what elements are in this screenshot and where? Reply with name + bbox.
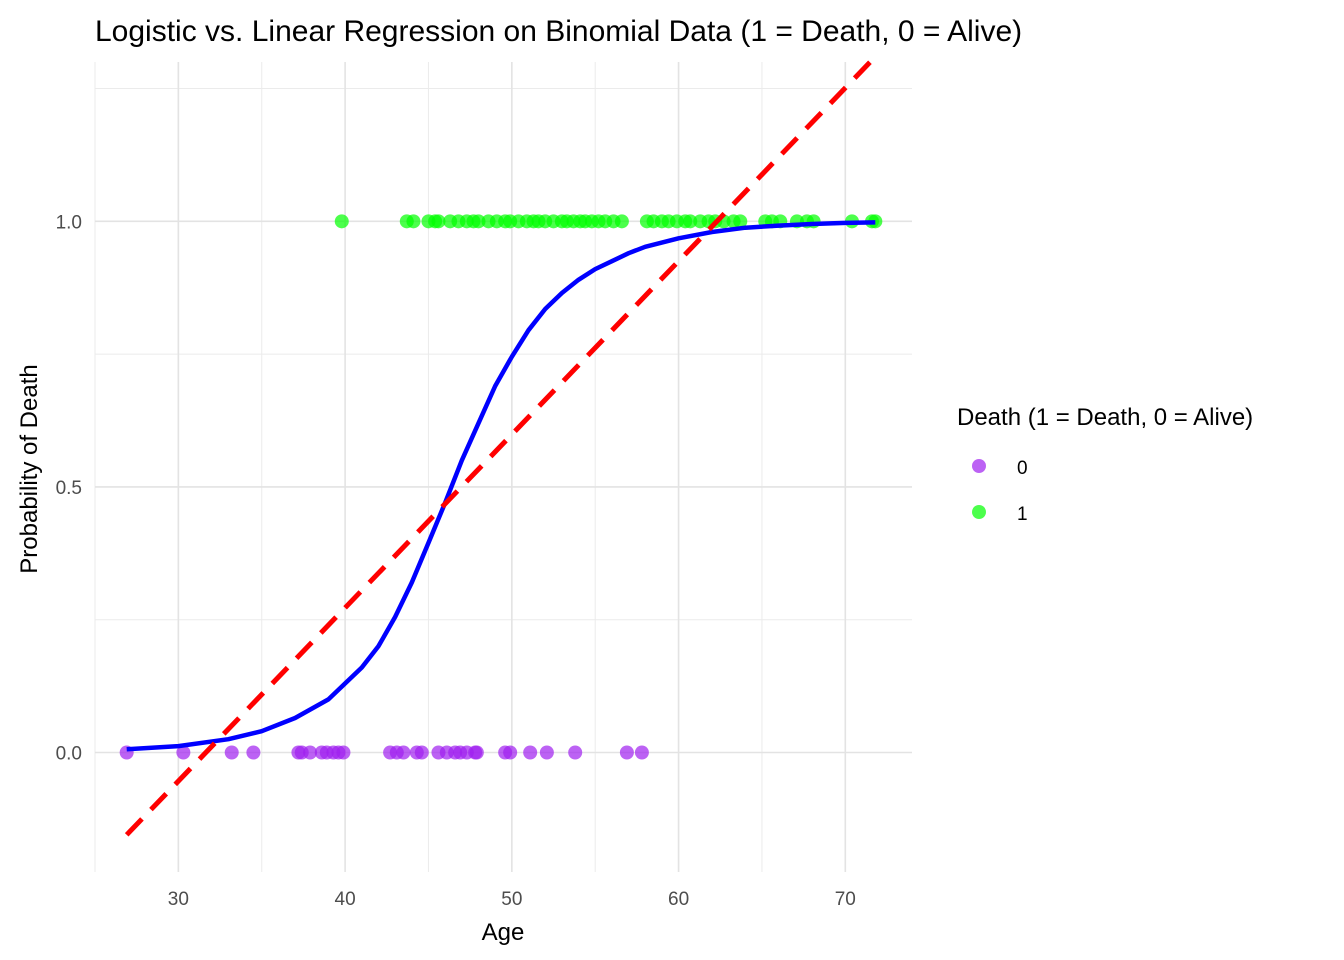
x-tick-label: 30 xyxy=(168,889,189,910)
legend-title: Death (1 = Death, 0 = Alive) xyxy=(957,404,1253,431)
data-point-1 xyxy=(868,214,883,229)
data-point-0 xyxy=(176,745,191,760)
x-tick-label: 50 xyxy=(501,889,522,910)
data-points xyxy=(119,214,883,760)
legend-label-0: 0 xyxy=(1017,458,1028,479)
data-point-0 xyxy=(503,745,518,760)
data-point-0 xyxy=(539,745,554,760)
data-point-1 xyxy=(614,214,629,229)
y-tick-label: 0.5 xyxy=(56,478,82,499)
x-tick-label: 60 xyxy=(668,889,689,910)
y-axis-title: Probability of Death xyxy=(16,364,43,573)
data-point-0 xyxy=(246,745,261,760)
y-tick-label: 0.0 xyxy=(56,743,82,764)
data-point-1 xyxy=(471,214,486,229)
y-axis-ticks: 0.0 0.5 1.0 xyxy=(56,212,82,764)
x-tick-label: 70 xyxy=(835,889,856,910)
data-point-1 xyxy=(406,214,421,229)
minor-gridlines xyxy=(94,62,912,872)
data-point-0 xyxy=(619,745,634,760)
x-axis-title: Age xyxy=(482,919,525,946)
data-point-0 xyxy=(396,745,411,760)
data-point-0 xyxy=(224,745,239,760)
data-point-1 xyxy=(683,214,698,229)
legend-key-0 xyxy=(972,459,986,473)
logistic-fit-line xyxy=(126,220,876,752)
data-point-1 xyxy=(733,214,748,229)
data-point-0 xyxy=(414,745,429,760)
data-point-0 xyxy=(634,745,649,760)
legend: Death (1 = Death, 0 = Alive) 0 1 xyxy=(957,404,1253,525)
data-point-0 xyxy=(336,745,351,760)
data-point-1 xyxy=(334,214,349,229)
legend-label-1: 1 xyxy=(1017,504,1028,525)
data-point-0 xyxy=(303,745,318,760)
data-point-1 xyxy=(431,214,446,229)
fit-curves xyxy=(124,54,878,837)
data-point-0 xyxy=(469,745,484,760)
y-tick-label: 1.0 xyxy=(56,212,82,233)
data-point-0 xyxy=(568,745,583,760)
x-axis-ticks: 30 40 50 60 70 xyxy=(168,889,856,910)
x-tick-label: 40 xyxy=(335,889,356,910)
legend-key-1 xyxy=(972,505,986,519)
linear-fit-line xyxy=(124,54,878,837)
data-point-0 xyxy=(523,745,538,760)
chart-title: Logistic vs. Linear Regression on Binomi… xyxy=(95,15,1022,48)
